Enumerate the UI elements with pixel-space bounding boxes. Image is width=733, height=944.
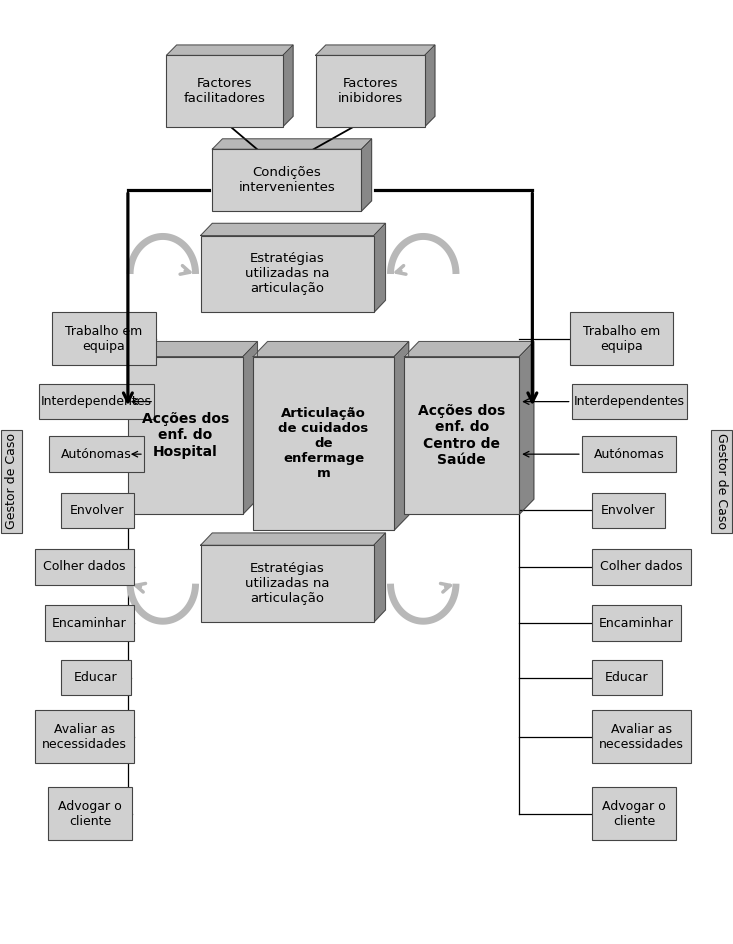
Polygon shape xyxy=(394,342,409,531)
Polygon shape xyxy=(374,533,386,622)
Polygon shape xyxy=(201,224,386,235)
Text: Condições
intervenientes: Condições intervenientes xyxy=(238,166,335,194)
FancyBboxPatch shape xyxy=(61,660,130,696)
Polygon shape xyxy=(361,139,372,211)
Text: Factores
facilitadores: Factores facilitadores xyxy=(184,77,265,105)
FancyBboxPatch shape xyxy=(592,549,691,584)
Text: Interdependentes: Interdependentes xyxy=(41,396,152,408)
Polygon shape xyxy=(201,533,386,546)
Text: Autónomas: Autónomas xyxy=(62,447,132,461)
Polygon shape xyxy=(374,224,386,312)
Polygon shape xyxy=(253,342,409,357)
FancyBboxPatch shape xyxy=(201,546,374,622)
Text: Trabalho em
equipa: Trabalho em equipa xyxy=(583,325,660,353)
FancyBboxPatch shape xyxy=(34,711,133,763)
FancyBboxPatch shape xyxy=(61,493,133,529)
Polygon shape xyxy=(519,342,534,514)
Text: Acções dos
enf. do
Centro de
Saúde: Acções dos enf. do Centro de Saúde xyxy=(418,404,506,466)
FancyBboxPatch shape xyxy=(592,787,677,840)
FancyBboxPatch shape xyxy=(405,357,519,514)
Polygon shape xyxy=(283,45,293,126)
Text: Advogar o
cliente: Advogar o cliente xyxy=(603,800,666,828)
Text: Encaminhar: Encaminhar xyxy=(599,616,674,630)
Text: Acções dos
enf. do
Hospital: Acções dos enf. do Hospital xyxy=(141,413,229,459)
FancyBboxPatch shape xyxy=(570,312,674,365)
Polygon shape xyxy=(166,45,293,56)
Text: Colher dados: Colher dados xyxy=(43,561,125,573)
FancyBboxPatch shape xyxy=(128,357,243,514)
FancyBboxPatch shape xyxy=(592,493,665,529)
Text: Educar: Educar xyxy=(605,671,649,684)
Polygon shape xyxy=(316,45,435,56)
FancyBboxPatch shape xyxy=(45,605,133,641)
FancyBboxPatch shape xyxy=(592,711,691,763)
FancyBboxPatch shape xyxy=(253,357,394,531)
FancyBboxPatch shape xyxy=(213,149,361,211)
Text: Gestor de Caso: Gestor de Caso xyxy=(5,433,18,530)
Polygon shape xyxy=(213,139,372,149)
Text: Interdependentes: Interdependentes xyxy=(574,396,685,408)
Text: Articulação
de cuidados
de
enfermage
m: Articulação de cuidados de enfermage m xyxy=(279,407,369,480)
Text: Envolver: Envolver xyxy=(70,504,125,517)
Text: Avaliar as
necessidades: Avaliar as necessidades xyxy=(599,723,684,750)
FancyBboxPatch shape xyxy=(39,384,154,419)
Text: Estratégias
utilizadas na
articulação: Estratégias utilizadas na articulação xyxy=(245,563,329,605)
FancyBboxPatch shape xyxy=(316,56,424,126)
Polygon shape xyxy=(424,45,435,126)
FancyBboxPatch shape xyxy=(572,384,687,419)
FancyBboxPatch shape xyxy=(166,56,283,126)
Text: Advogar o
cliente: Advogar o cliente xyxy=(58,800,122,828)
FancyBboxPatch shape xyxy=(592,605,681,641)
Polygon shape xyxy=(128,342,257,357)
FancyBboxPatch shape xyxy=(201,235,374,312)
Text: Trabalho em
equipa: Trabalho em equipa xyxy=(65,325,142,353)
FancyBboxPatch shape xyxy=(582,436,677,472)
FancyBboxPatch shape xyxy=(49,436,144,472)
FancyBboxPatch shape xyxy=(52,312,155,365)
Text: Autónomas: Autónomas xyxy=(594,447,665,461)
FancyBboxPatch shape xyxy=(34,549,133,584)
Text: Encaminhar: Encaminhar xyxy=(52,616,127,630)
Text: Gestor de Caso: Gestor de Caso xyxy=(715,433,728,530)
Text: Envolver: Envolver xyxy=(601,504,655,517)
Text: Estratégias
utilizadas na
articulação: Estratégias utilizadas na articulação xyxy=(245,252,329,295)
FancyBboxPatch shape xyxy=(592,660,662,696)
FancyBboxPatch shape xyxy=(48,787,132,840)
Text: Factores
inibidores: Factores inibidores xyxy=(337,77,402,105)
Text: Educar: Educar xyxy=(74,671,118,684)
Text: Avaliar as
necessidades: Avaliar as necessidades xyxy=(42,723,127,750)
Text: Colher dados: Colher dados xyxy=(600,561,682,573)
Polygon shape xyxy=(243,342,257,514)
Polygon shape xyxy=(405,342,534,357)
